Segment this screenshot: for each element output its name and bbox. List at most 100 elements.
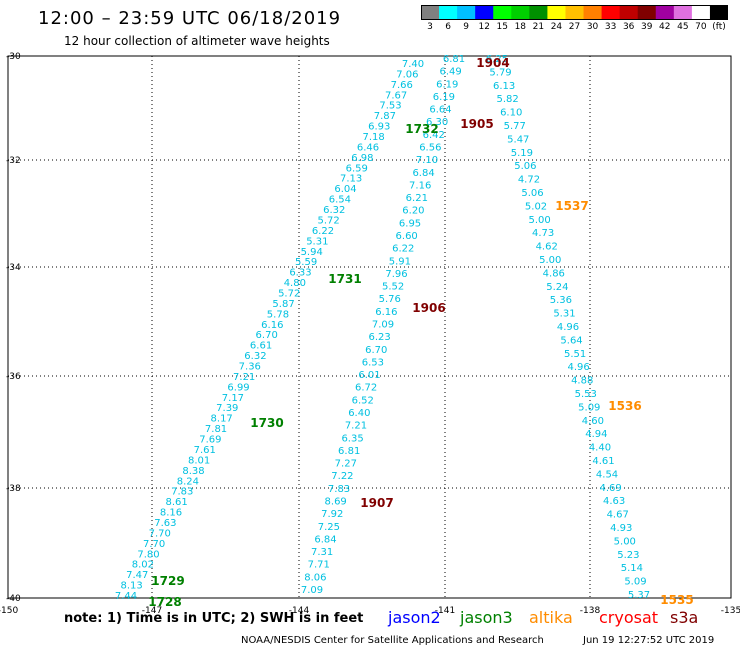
pass-time-label: 1907 [360, 496, 393, 510]
wave-height-label: 6.35 [341, 433, 363, 444]
longitude-tick-label: -141 [435, 606, 455, 616]
wave-height-label: 6.42 [423, 130, 445, 141]
wave-height-label: 6.52 [352, 395, 374, 406]
wave-height-label: 8.38 [182, 466, 204, 477]
wave-height-label: 6.16 [261, 320, 283, 331]
wave-height-label: 5.31 [553, 309, 575, 320]
wave-height-label: 6.81 [338, 446, 360, 457]
pass-time-label: 1731 [328, 272, 361, 286]
wave-height-label: 8.02 [132, 560, 154, 571]
longitude-tick-label: -144 [289, 606, 310, 616]
wave-height-label: 7.22 [331, 471, 353, 482]
color-swatch [583, 5, 603, 20]
wave-height-label: 4.62 [536, 242, 558, 253]
pass-time-label: 1536 [608, 399, 641, 413]
page-title: 12:00 – 23:59 UTC 06/18/2019 [38, 8, 342, 29]
page-subtitle: 12 hour collection of altimeter wave hei… [64, 34, 330, 48]
latitude-tick-label: -34 [6, 263, 21, 273]
color-scale-label: 42 [659, 22, 671, 32]
wave-height-label: 5.14 [621, 563, 643, 574]
wave-height-label: 7.83 [171, 487, 193, 498]
color-swatch [439, 5, 458, 20]
wave-height-label: 7.80 [137, 549, 159, 560]
wave-height-label: 7.70 [143, 539, 165, 550]
wave-height-label: 6.70 [365, 345, 387, 356]
wave-height-label: 6.23 [368, 332, 390, 343]
wave-height-label: 7.71 [308, 560, 330, 571]
wave-height-label: 7.31 [311, 547, 333, 558]
color-scale-label: 21 [532, 22, 545, 32]
wave-height-label: 8.01 [188, 455, 210, 466]
wave-height-label: 4.93 [610, 523, 632, 534]
wave-height-label: 6.84 [314, 534, 336, 545]
wave-height-label: 8.13 [120, 581, 142, 592]
wave-height-label: 6.61 [250, 341, 272, 352]
wave-height-label: 5.87 [272, 299, 294, 310]
longitude-tick-label: -150 [0, 606, 18, 616]
wave-height-label: 4.54 [596, 469, 618, 480]
color-scale-labels: 3 6 9 12 15 18 21 24 27 30 33 36 39 42 45 70 (ft) [421, 22, 740, 34]
wave-height-label: 6.40 [348, 408, 370, 419]
wave-height-label: 5.76 [379, 294, 401, 305]
wave-height-label: 5.72 [317, 215, 339, 226]
wave-height-label: 5.02 [525, 201, 547, 212]
pass-time-label: 1906 [412, 301, 445, 315]
wave-height-label: 7.36 [239, 362, 261, 373]
color-swatch [565, 5, 585, 20]
color-swatch [529, 5, 548, 20]
latitude-tick-label: -40 [6, 594, 21, 604]
color-swatch [511, 5, 530, 20]
wave-height-label: 6.21 [406, 193, 428, 204]
wave-height-label: 5.47 [507, 134, 529, 145]
wave-height-label: 4.86 [543, 268, 565, 279]
wave-height-label: 6.81 [443, 54, 465, 65]
wave-height-label: 5.00 [614, 536, 636, 547]
wave-height-label: 5.78 [267, 309, 289, 320]
wave-height-label: 6.16 [375, 307, 397, 318]
wave-height-label: 4.69 [599, 483, 621, 494]
wave-height-label: 6.20 [402, 206, 424, 217]
generated-timestamp: Jun 19 12:27:52 UTC 2019 [583, 635, 715, 646]
longitude-tick-label: -138 [580, 606, 601, 616]
wave-height-label: 6.84 [412, 168, 434, 179]
credit-text: NOAA/NESDIS Center for Satellite Applica… [241, 635, 544, 646]
longitude-tick-label: -135 [721, 606, 740, 616]
color-scale-label: 39 [641, 22, 653, 32]
wave-height-label: 4.88 [571, 376, 593, 387]
wave-height-label: 4.72 [518, 175, 540, 186]
wave-height-label: 5.09 [624, 577, 646, 588]
wave-height-label: 6.22 [392, 244, 414, 255]
wave-height-label: 6.53 [362, 357, 384, 368]
wave-height-label: 6.33 [289, 268, 311, 279]
wave-height-label: 7.21 [345, 421, 367, 432]
wave-height-label: 7.69 [199, 435, 221, 446]
wave-height-label: 5.36 [550, 295, 572, 306]
wave-height-label: 6.54 [329, 195, 351, 206]
wave-height-label: 7.16 [409, 180, 431, 191]
wave-height-label: 7.47 [126, 570, 148, 581]
color-swatch [601, 5, 621, 20]
color-swatch [619, 5, 639, 20]
latitude-tick-label: -38 [6, 484, 21, 494]
color-scale-bar [421, 5, 728, 20]
wave-height-label: 7.63 [154, 518, 176, 529]
color-swatch [655, 5, 675, 20]
wave-height-label: 5.77 [504, 121, 526, 132]
color-scale-label: 6 [445, 22, 451, 32]
color-scale-label: 45 [677, 22, 689, 32]
wave-height-label: 7.53 [379, 101, 401, 112]
wave-height-label: 7.18 [362, 132, 384, 143]
wave-height-label: 5.37 [628, 590, 650, 601]
wave-height-label: 5.19 [511, 148, 533, 159]
wave-height-label: 4.96 [557, 322, 579, 333]
legend-cryosat: cryosat [599, 608, 659, 627]
wave-height-label: 5.79 [489, 67, 511, 78]
wave-height-label: 7.09 [372, 320, 394, 331]
wave-height-label: 6.64 [429, 105, 451, 116]
color-swatch [475, 5, 494, 20]
wave-height-label: 7.17 [222, 393, 244, 404]
wave-height-label: 5.51 [564, 349, 586, 360]
wave-height-label: 8.17 [211, 414, 233, 425]
footer-note: note: 1) Time is in UTC; 2) SWH is in fe… [64, 611, 364, 626]
